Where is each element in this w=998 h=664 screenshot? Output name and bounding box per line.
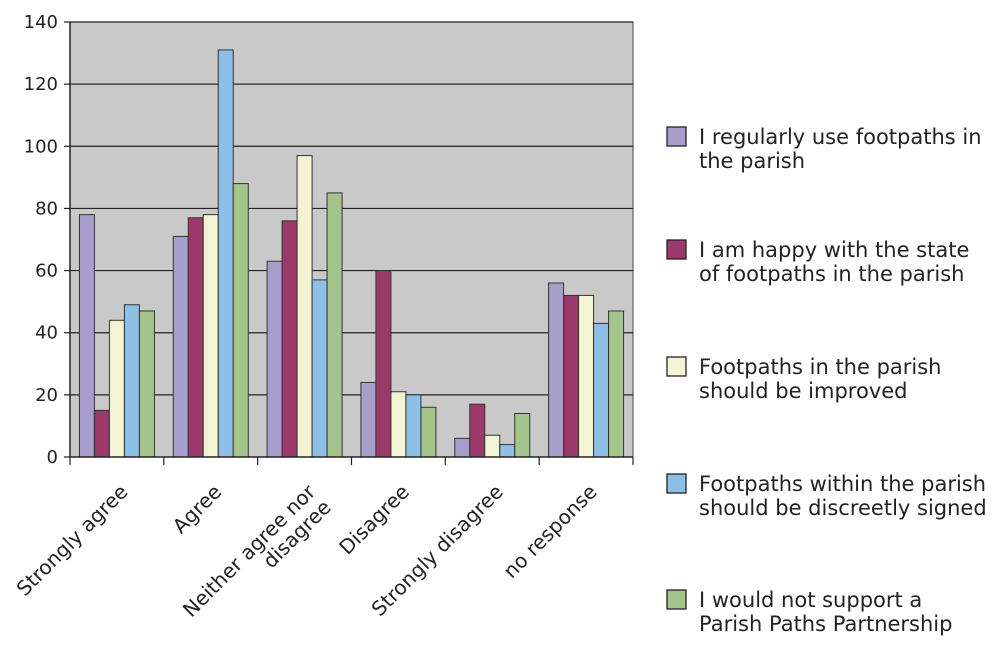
bar: [281, 220, 298, 458]
legend: I regularly use footpaths in the parish I …: [666, 125, 987, 636]
legend-swatch: [666, 589, 687, 610]
bar: [93, 409, 110, 458]
legend-label: I am happy with the state of footpaths in…: [699, 238, 969, 286]
bar: [375, 270, 392, 458]
bar: [420, 406, 437, 458]
y-tick-label: 120: [24, 74, 58, 95]
bar: [454, 437, 471, 458]
bar: [172, 235, 189, 458]
plot-area: [69, 21, 634, 458]
category-label: Strongly agree: [12, 480, 133, 601]
legend-swatch: [666, 239, 687, 260]
bar: [469, 403, 486, 458]
category-label: Agree: [168, 480, 227, 539]
bar: [266, 260, 283, 458]
bar: [514, 413, 531, 458]
y-tick-label: 140: [24, 12, 58, 33]
bar: [138, 310, 155, 458]
legend-swatch: [666, 126, 687, 147]
bar: [548, 282, 565, 458]
y-tick-label: 0: [47, 447, 58, 468]
legend-swatch: [666, 473, 687, 494]
bar: [578, 294, 595, 458]
axes: [69, 22, 634, 465]
bar: [217, 49, 234, 458]
bars: [78, 49, 625, 458]
legend-label: I regularly use footpaths in the parish: [699, 125, 982, 173]
y-tick-label: 100: [24, 136, 58, 157]
y-tick-label: 40: [35, 323, 58, 344]
bar: [296, 155, 313, 458]
category-label: Disagree: [334, 480, 414, 560]
bar: [108, 319, 125, 458]
bar: [405, 394, 422, 458]
y-tick-label: 80: [35, 198, 58, 219]
bar: [202, 214, 219, 458]
bar: [123, 304, 140, 458]
bar: [232, 183, 249, 458]
legend-swatch: [666, 356, 687, 377]
gridlines: [70, 21, 633, 396]
bar: [187, 217, 204, 458]
bar: [326, 192, 343, 458]
bar: [360, 381, 377, 458]
y-axis-ticks: 0 20 40 60 80 100 120 140: [24, 12, 70, 468]
bar: [390, 391, 407, 458]
y-tick-label: 60: [35, 261, 58, 282]
bar: [78, 214, 95, 458]
bar: [484, 434, 501, 458]
category-label: no response: [498, 480, 601, 583]
legend-label: Footpaths within the parish should be dis…: [699, 472, 987, 520]
bar: [311, 279, 328, 458]
legend-label: I would not support a Parish Paths Partne…: [699, 588, 952, 636]
bar: [608, 310, 625, 458]
y-tick-label: 20: [35, 385, 58, 406]
bar: [499, 444, 516, 458]
legend-label: Footpaths in the parish should be improve…: [699, 355, 942, 403]
bar: [563, 294, 580, 458]
bar: [593, 322, 610, 458]
